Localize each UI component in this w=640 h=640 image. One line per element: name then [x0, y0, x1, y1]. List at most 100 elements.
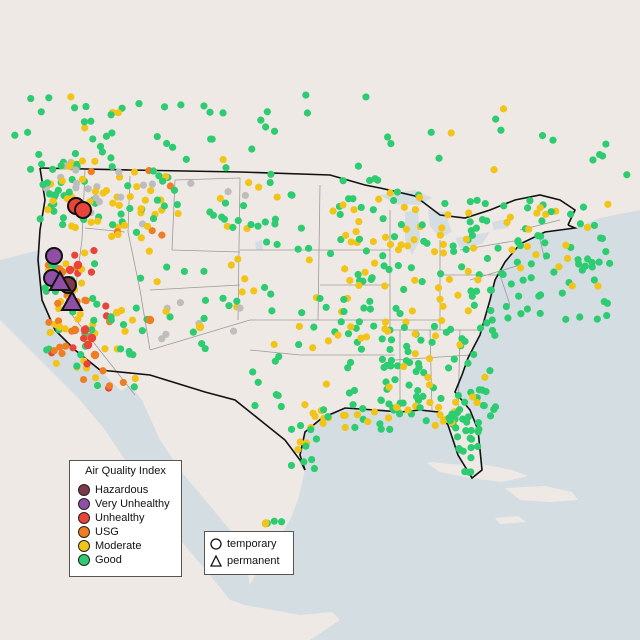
monitor-point	[229, 327, 238, 335]
monitor-circle	[74, 201, 92, 219]
monitor-point	[519, 276, 527, 284]
monitor-point	[124, 182, 132, 190]
monitor-point	[411, 350, 419, 358]
monitor-point	[355, 235, 364, 243]
monitor-point	[245, 179, 253, 187]
monitor-point	[273, 240, 281, 249]
monitor-point	[404, 406, 412, 414]
monitor-point	[322, 380, 331, 388]
monitor-point	[434, 403, 443, 412]
monitor-point	[219, 294, 227, 302]
monitor-point	[300, 458, 308, 466]
monitor-point	[90, 260, 99, 268]
monitor-point	[594, 282, 602, 290]
monitor-point	[395, 410, 404, 418]
monitor-point	[270, 517, 278, 525]
monitor-point	[568, 282, 576, 290]
monitor-point	[486, 412, 495, 420]
monitor-point	[353, 411, 361, 419]
monitor-point	[107, 111, 115, 119]
monitor-point	[444, 211, 452, 219]
monitor-point	[431, 332, 440, 340]
monitor-point	[566, 210, 575, 218]
monitor-point	[263, 238, 271, 246]
monitor-point	[87, 268, 96, 276]
monitor-point	[393, 188, 402, 196]
monitor-point	[589, 156, 597, 164]
monitor-point	[533, 209, 541, 217]
monitor-point	[139, 181, 148, 189]
monitor-point	[56, 343, 64, 351]
monitor-point	[438, 224, 446, 232]
monitor-point	[371, 259, 379, 267]
monitor-point	[273, 193, 281, 201]
monitor-point	[177, 101, 185, 109]
monitor-point	[91, 157, 99, 165]
monitor-point	[547, 208, 555, 216]
monitor-point	[65, 265, 75, 275]
monitor-point	[24, 128, 32, 136]
monitor-point	[467, 443, 475, 452]
monitor-point	[255, 183, 263, 191]
monitor-point	[449, 242, 457, 250]
monitor-point	[62, 342, 70, 350]
monitor-point	[483, 217, 491, 225]
monitor-point	[499, 270, 507, 279]
monitor-point	[105, 382, 114, 390]
monitor-point	[176, 299, 184, 307]
monitor-point	[470, 350, 478, 359]
monitor-points	[11, 91, 631, 528]
monitor-point	[499, 105, 508, 113]
monitor-point	[198, 340, 206, 348]
monitor-point	[50, 207, 58, 215]
monitor-point	[109, 221, 117, 229]
monitor-point	[91, 374, 100, 382]
monitor-point	[329, 207, 337, 215]
monitor-point	[427, 128, 435, 136]
monitor-point	[35, 150, 43, 159]
monitor-triangle	[60, 289, 84, 311]
monitor-point	[272, 391, 280, 399]
monitor-point	[56, 323, 64, 331]
monitor-point	[49, 165, 57, 173]
monitor-point	[483, 319, 491, 327]
monitor-point	[466, 218, 474, 226]
hazardous-swatch-icon	[78, 484, 90, 496]
monitor-point	[117, 193, 125, 201]
monitor-point	[262, 123, 270, 131]
monitor-point	[57, 162, 65, 170]
monitor-point	[143, 222, 152, 230]
monitor-point	[115, 168, 123, 176]
monitor-point	[233, 297, 241, 305]
monitor-point	[218, 213, 226, 221]
legend-label: permanent	[227, 555, 280, 567]
monitor-point	[374, 176, 382, 184]
monitor-point	[360, 304, 368, 312]
monitor-point	[361, 268, 369, 276]
monitor-point	[472, 287, 481, 295]
monitor-point	[271, 215, 280, 223]
monitor-point	[339, 411, 348, 419]
monitor-point	[405, 358, 414, 367]
monitor-point	[481, 199, 489, 208]
monitor-point	[128, 316, 137, 324]
monitor-point	[447, 129, 455, 137]
monitor-point	[70, 325, 80, 335]
monitor-point	[464, 267, 472, 275]
monitor-point	[239, 202, 248, 210]
monitor-point	[476, 324, 485, 332]
monitor-point	[504, 314, 512, 322]
monitor-point	[431, 421, 439, 430]
monitor-point	[465, 209, 473, 217]
monitor-point	[414, 359, 423, 368]
monitor-point	[310, 464, 319, 473]
monitor-point	[390, 196, 398, 205]
monitor-point	[187, 179, 195, 187]
monitor-point	[438, 317, 446, 325]
monitor-point	[294, 445, 302, 454]
monitor-point	[474, 419, 483, 427]
monitor-point	[344, 330, 353, 338]
monitor-point	[11, 131, 19, 139]
monitor-point	[160, 202, 168, 210]
monitor-point	[380, 262, 388, 270]
